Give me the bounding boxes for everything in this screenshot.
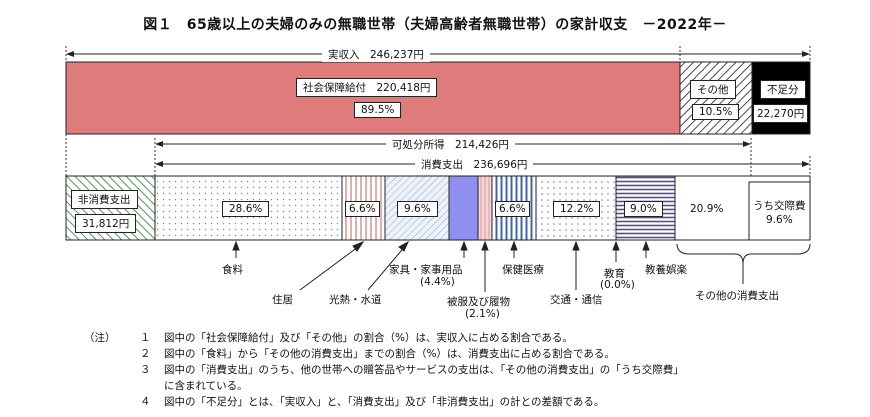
medical-label: 保健医療	[502, 264, 544, 276]
housing-label: 住居	[272, 294, 293, 306]
recreation-pct: 9.0%	[624, 201, 663, 217]
social-security-segment: 社会保障給付 220,418円 89.5%	[66, 62, 680, 134]
note-num: １	[140, 332, 151, 344]
brace	[676, 243, 811, 265]
income-label: 実収入 246,237円	[322, 47, 430, 62]
medical-pct: 6.6%	[495, 201, 530, 217]
education-sub: (0.0%)	[600, 279, 635, 291]
page-title: 図１ 65歳以上の夫婦のみの無職世帯（夫婦高齢者無職世帯）の家計収支 －2022…	[143, 17, 727, 33]
note-num: ４	[140, 396, 151, 408]
food-pct: 28.6%	[222, 201, 270, 217]
utilities-label: 光熱・水道	[329, 294, 382, 306]
social-security-label: 社会保障給付 220,418円	[296, 78, 438, 97]
kosaihi-label: うち交際費	[753, 200, 806, 212]
notes-head: （注）	[84, 332, 116, 344]
other-consumption-label: その他の消費支出	[695, 290, 779, 302]
other-income-label: その他	[690, 80, 736, 99]
note-num: ３	[140, 364, 151, 376]
non-consumption-value: 31,812円	[75, 214, 137, 233]
deficit-value: 22,270円	[753, 104, 809, 123]
education-label: 教育	[604, 268, 625, 280]
furniture-label: 家具・家事用品	[389, 264, 463, 276]
furniture-pct: 9.6%	[397, 201, 438, 217]
note-text: 図中の「不足分」とは、「実収入」と、「消費支出」及び「非消費支出」の計との差額で…	[164, 396, 605, 408]
other-income-pct: 10.5%	[692, 104, 740, 120]
clothing-label: 被服及び履物	[447, 296, 510, 308]
kosaihi-pct: 9.6%	[766, 214, 793, 226]
clothing-sub: (2.1%)	[465, 308, 500, 320]
kosaihi-box	[748, 181, 811, 241]
transport-label: 交通・通信	[550, 294, 603, 306]
furniture-sub: (4.4%)	[420, 276, 455, 288]
note-text: 図中の「社会保障給付」及び「その他」の割合（%）は、実収入に占める割合である。	[164, 332, 573, 344]
clothing-bar	[477, 175, 493, 241]
consumption-total-label: 消費支出 236,696円	[415, 157, 534, 172]
non-consumption-label: 非消費支出	[71, 190, 138, 209]
other-consumption-pct: 20.9%	[690, 203, 724, 215]
transport-pct: 12.2%	[553, 201, 601, 217]
deficit-label: 不足分	[760, 80, 806, 99]
note-num: ２	[140, 348, 151, 360]
social-security-bar	[65, 61, 681, 135]
food-label: 食料	[222, 264, 243, 276]
note-text: 図中の「消費支出」のうち、他の世帯への贈答品やサービスの支出は、「その他の消費支…	[164, 364, 684, 376]
social-security-pct: 89.5%	[354, 102, 402, 118]
note-text: 図中の「食料」から「その他の消費支出」までの割合（%）は、消費支出に占める割合で…	[164, 348, 615, 360]
furniture-bar	[448, 175, 479, 241]
housing-pct: 6.6%	[345, 201, 380, 217]
recreation-label: 教養娯楽	[645, 264, 687, 276]
note-text: に含まれている。	[164, 380, 248, 392]
disposable-label: 可処分所得 214,426円	[386, 137, 515, 152]
